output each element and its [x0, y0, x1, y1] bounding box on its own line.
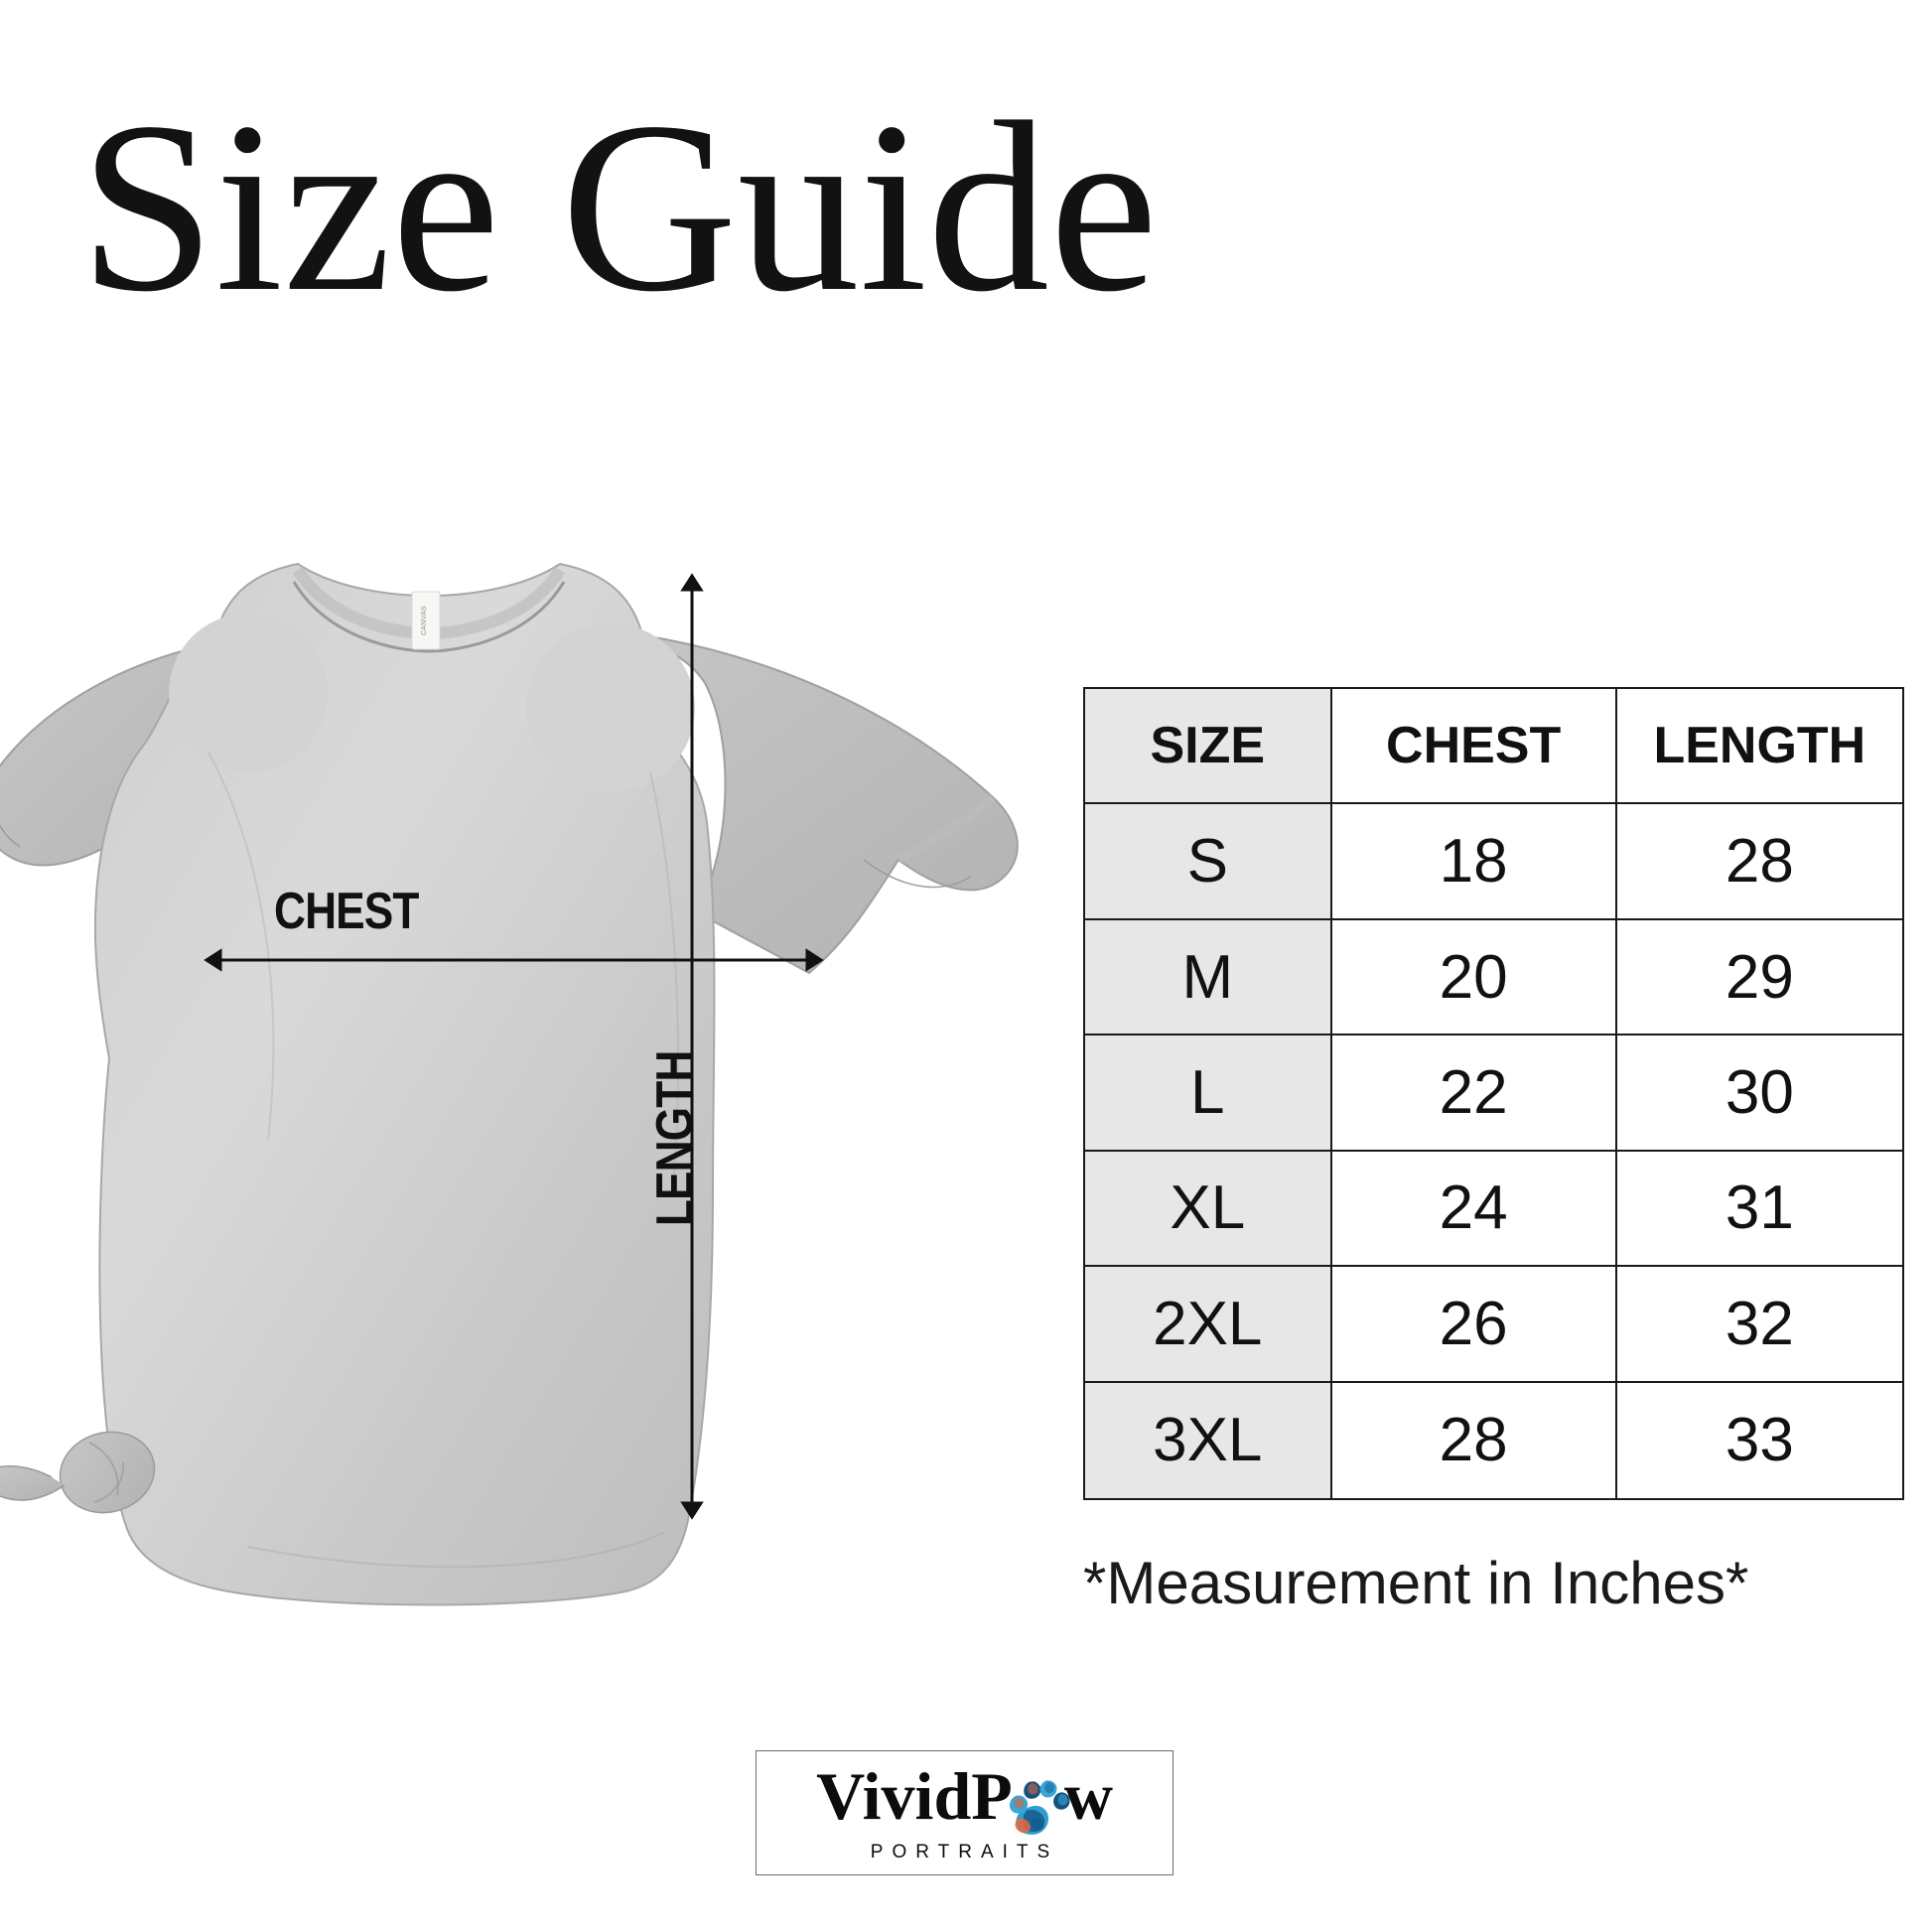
svg-text:CANVAS: CANVAS	[421, 606, 428, 635]
